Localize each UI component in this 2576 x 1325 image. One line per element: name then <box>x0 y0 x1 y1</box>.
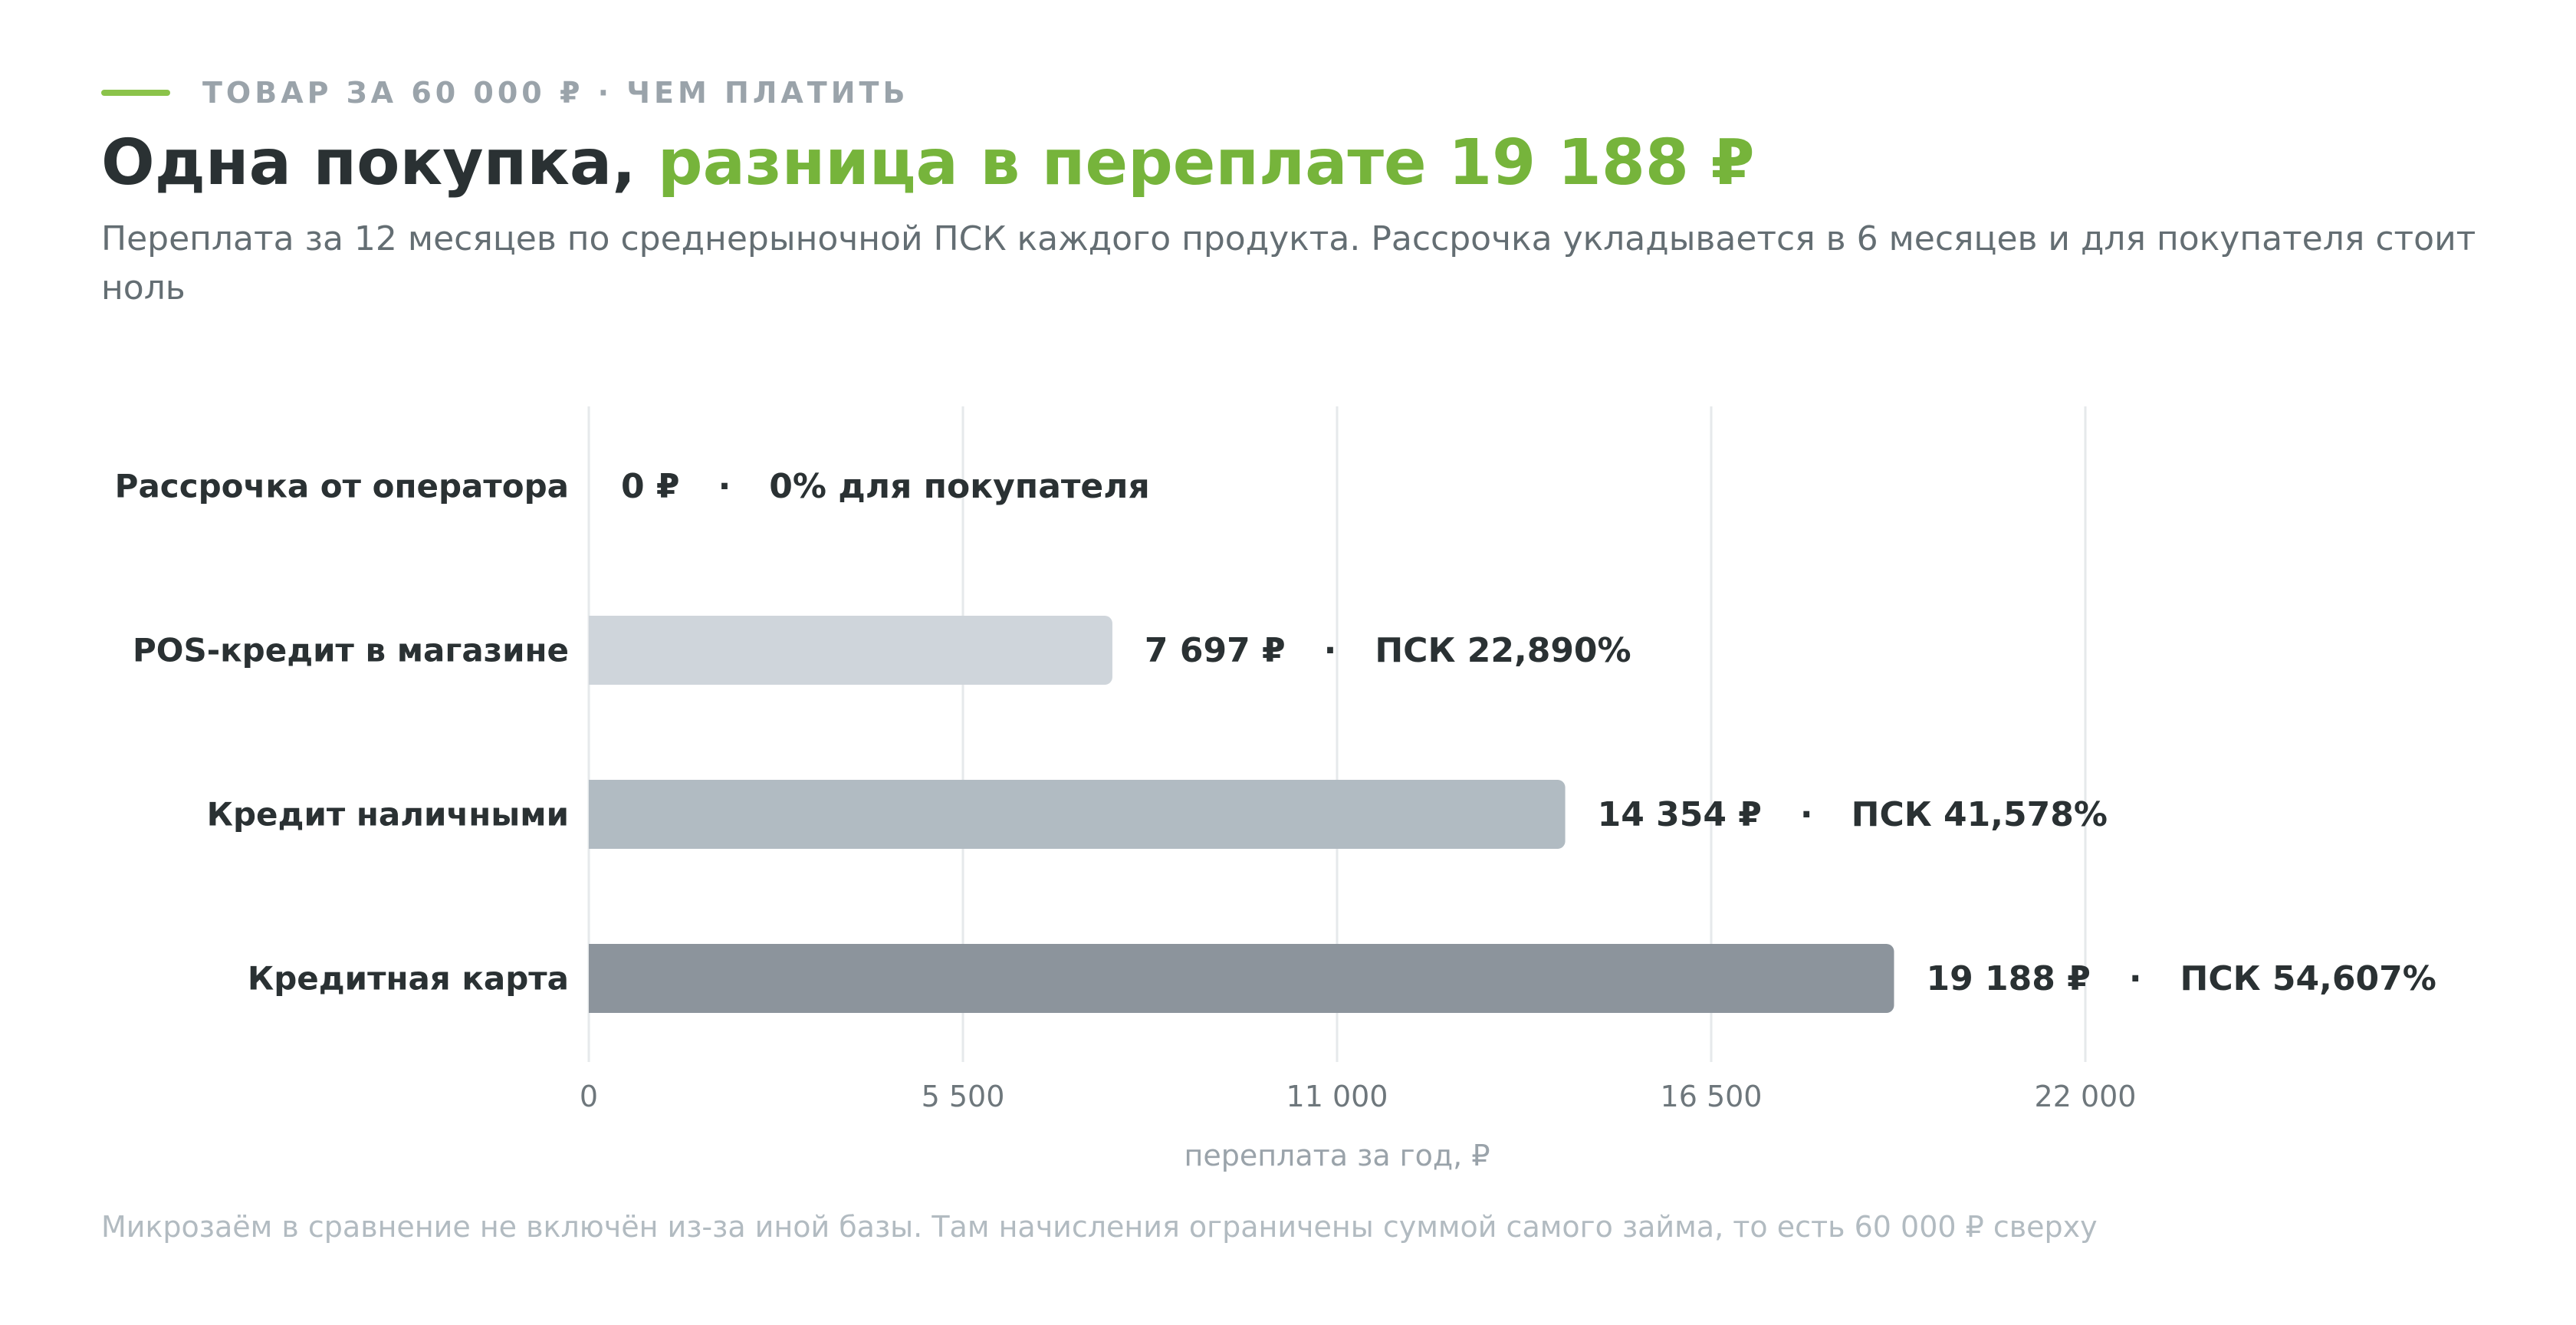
chart-subtitle: Переплата за 12 месяцев по среднерыночно… <box>101 219 2476 307</box>
data-label: 0 ₽ · 0% для покупателя <box>621 467 1150 506</box>
value-label: 14 354 ₽ <box>1598 795 1762 834</box>
chart-title: Одна покупка, разница в переплате 19 188… <box>101 121 1755 205</box>
category-label: Кредит наличными <box>207 796 569 833</box>
x-tick-label: 0 <box>580 1080 598 1113</box>
x-tick-label: 11 000 <box>1286 1080 1388 1113</box>
eyebrow-text: ТОВАР ЗА 60 000 ₽ · ЧЕМ ПЛАТИТЬ <box>202 76 909 110</box>
category-label: Рассрочка от оператора <box>115 468 569 505</box>
label-separator: · <box>2129 959 2142 998</box>
value-label: 7 697 ₽ <box>1145 631 1286 670</box>
title-accent: разница в переплате 19 188 ₽ <box>657 127 1755 199</box>
rate-label: ПСК 54,607% <box>2180 959 2436 998</box>
bar-left-edge <box>589 944 598 1013</box>
footnote: Микрозаём в сравнение не включён из-за и… <box>101 1210 2098 1244</box>
rate-label: 0% для покупателя <box>769 467 1149 506</box>
bar <box>589 944 1894 1013</box>
category-label: Кредитная карта <box>248 960 569 998</box>
label-separator: · <box>1324 631 1337 670</box>
value-label: 19 188 ₽ <box>1926 959 2090 998</box>
title-main: Одна покупка, <box>101 127 658 199</box>
category-label: POS-кредит в магазине <box>133 632 569 669</box>
label-separator: · <box>1800 795 1813 834</box>
eyebrow-accent-line <box>101 90 170 96</box>
data-label: 19 188 ₽ · ПСК 54,607% <box>1926 959 2436 998</box>
rate-label: ПСК 41,578% <box>1852 795 2108 834</box>
x-tick-label: 16 500 <box>1661 1080 1763 1113</box>
bar <box>589 616 1112 685</box>
value-label: 0 ₽ <box>621 467 680 506</box>
data-label: 7 697 ₽ · ПСК 22,890% <box>1145 631 1631 670</box>
x-tick-label: 22 000 <box>2035 1080 2137 1113</box>
rate-label: ПСК 22,890% <box>1375 631 1631 670</box>
bar-left-edge <box>589 780 598 849</box>
bar-chart: Рассрочка от оператора 0 ₽ · 0% для покупат… <box>115 406 2436 1172</box>
x-axis-title: переплата за год, ₽ <box>1184 1139 1490 1172</box>
data-label: 14 354 ₽ · ПСК 41,578% <box>1598 795 2108 834</box>
label-separator: · <box>718 467 731 506</box>
x-tick-label: 5 500 <box>922 1080 1005 1113</box>
eyebrow: ТОВАР ЗА 60 000 ₽ · ЧЕМ ПЛАТИТЬ <box>101 74 909 112</box>
bar <box>589 780 1566 849</box>
bar-left-edge <box>589 616 598 685</box>
